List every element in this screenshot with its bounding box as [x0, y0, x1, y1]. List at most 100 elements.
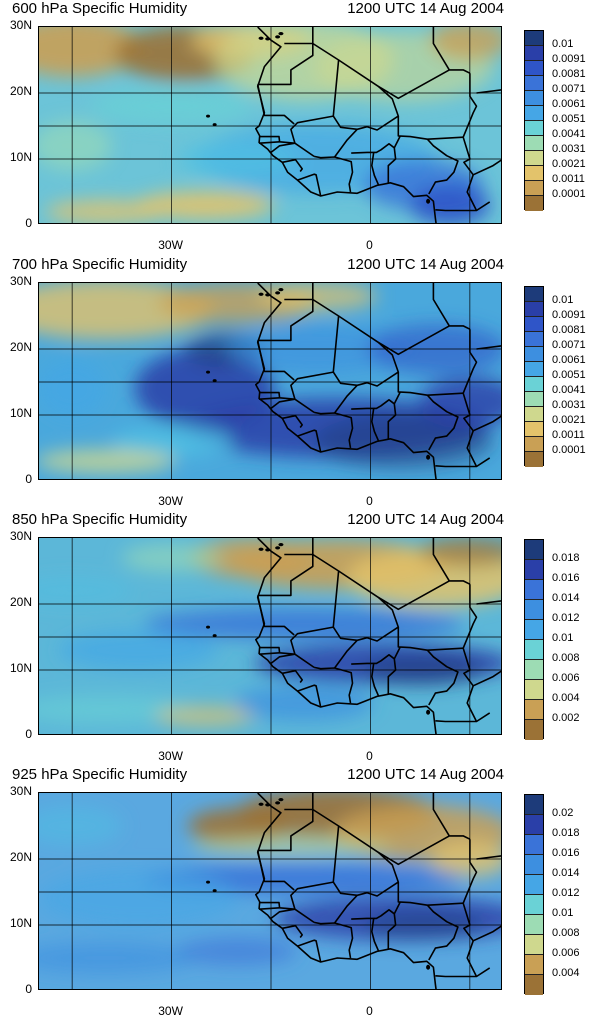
legend-label: 0.004	[552, 692, 580, 704]
legend-swatch	[525, 136, 543, 151]
legend-swatch	[525, 121, 543, 136]
humidity-map	[38, 537, 502, 735]
legend-swatch	[525, 151, 543, 166]
legend-swatch	[525, 31, 543, 46]
humidity-map	[38, 282, 502, 480]
legend-label: 0.0001	[552, 444, 586, 456]
legend-label: 0.0061	[552, 354, 586, 366]
humidity-field	[39, 538, 501, 727]
color-legend	[524, 30, 544, 211]
legend-swatch	[525, 106, 543, 121]
legend-label: 0.016	[552, 572, 580, 584]
legend-label: 0.014	[552, 867, 580, 879]
legend-label: 0.0011	[552, 429, 585, 441]
lon-tick-label: 0	[366, 749, 373, 763]
lon-tick-label: 30W	[158, 494, 183, 508]
lat-tick-label: 30N	[9, 529, 32, 543]
coastlines-borders	[255, 283, 501, 479]
legend-swatch	[525, 915, 543, 935]
legend-label: 0.0031	[552, 399, 586, 411]
graticule	[39, 27, 501, 223]
legend-label: 0.002	[552, 712, 580, 724]
legend-swatch	[525, 815, 543, 835]
legend-label: 0.0041	[552, 128, 586, 140]
panel-title: 925 hPa Specific Humidity	[12, 766, 188, 783]
legend-swatch	[525, 76, 543, 91]
legend-swatch	[525, 560, 543, 580]
color-legend	[524, 539, 544, 740]
legend-swatch	[525, 660, 543, 680]
legend-label: 0.0071	[552, 339, 586, 351]
legend-label: 0.0041	[552, 384, 586, 396]
lat-tick-label: 0	[25, 727, 32, 741]
humidity-field	[39, 793, 501, 974]
map-panel: 600 hPa Specific Humidity 1200 UTC 14 Aug…	[0, 0, 600, 255]
legend-label: 0.0021	[552, 158, 586, 170]
legend-swatch	[525, 955, 543, 975]
lat-tick-label: 20N	[9, 340, 32, 354]
legend-swatch	[525, 580, 543, 600]
lat-tick-label: 30N	[9, 18, 32, 32]
color-legend	[524, 794, 544, 995]
legend-swatch	[525, 540, 543, 560]
legend-swatch	[525, 362, 543, 377]
lon-tick-label: 30W	[158, 238, 183, 252]
legend-label: 0.02	[552, 807, 574, 819]
legend-swatch	[525, 91, 543, 106]
legend-swatch	[525, 875, 543, 895]
legend-label: 0.018	[552, 827, 580, 839]
legend-swatch	[525, 302, 543, 317]
legend-swatch	[525, 640, 543, 660]
legend-label: 0.006	[552, 947, 580, 959]
legend-swatch	[525, 855, 543, 875]
map-panel: 700 hPa Specific Humidity 1200 UTC 14 Aug…	[0, 256, 600, 511]
legend-swatch	[525, 795, 543, 815]
lat-tick-label: 10N	[9, 406, 32, 420]
legend-swatch	[525, 452, 543, 467]
legend-swatch	[525, 347, 543, 362]
legend-label: 0.0091	[552, 309, 586, 321]
legend-label: 0.0081	[552, 324, 586, 336]
legend-swatch	[525, 377, 543, 392]
legend-label: 0.0091	[552, 53, 586, 65]
graticule	[39, 283, 501, 479]
legend-label: 0.012	[552, 887, 580, 899]
legend-label: 0.01	[552, 632, 574, 644]
map-panel: 925 hPa Specific Humidity 1200 UTC 14 Aug…	[0, 766, 600, 1021]
legend-swatch	[525, 620, 543, 640]
legend-label: 0.006	[552, 672, 580, 684]
legend-label: 0.0051	[552, 369, 586, 381]
map-panel: 850 hPa Specific Humidity 1200 UTC 14 Aug…	[0, 511, 600, 766]
lat-tick-label: 10N	[9, 150, 32, 164]
graticule	[39, 538, 501, 734]
legend-label: 0.0061	[552, 98, 586, 110]
lat-tick-label: 10N	[9, 916, 32, 930]
legend-swatch	[525, 600, 543, 620]
legend-swatch	[525, 720, 543, 740]
lat-tick-label: 20N	[9, 595, 32, 609]
humidity-map	[38, 792, 502, 990]
legend-label: 0.0011	[552, 173, 585, 185]
legend-label: 0.0021	[552, 414, 586, 426]
humidity-map	[38, 26, 502, 224]
legend-swatch	[525, 835, 543, 855]
legend-label: 0.012	[552, 612, 580, 624]
panel-title: 600 hPa Specific Humidity	[12, 0, 188, 17]
coastlines-borders	[255, 538, 501, 734]
lon-tick-label: 30W	[158, 749, 183, 763]
legend-label: 0.01	[552, 294, 574, 306]
legend-label: 0.0001	[552, 188, 586, 200]
lat-tick-label: 20N	[9, 84, 32, 98]
legend-swatch	[525, 422, 543, 437]
legend-label: 0.004	[552, 967, 580, 979]
legend-label: 0.008	[552, 652, 580, 664]
color-legend	[524, 286, 544, 467]
legend-swatch	[525, 680, 543, 700]
legend-label: 0.01	[552, 38, 574, 50]
legend-swatch	[525, 181, 543, 196]
legend-label: 0.0031	[552, 143, 586, 155]
legend-swatch	[525, 700, 543, 720]
panel-title: 700 hPa Specific Humidity	[12, 256, 188, 273]
legend-swatch	[525, 935, 543, 955]
panel-time: 1200 UTC 14 Aug 2004	[347, 766, 504, 783]
